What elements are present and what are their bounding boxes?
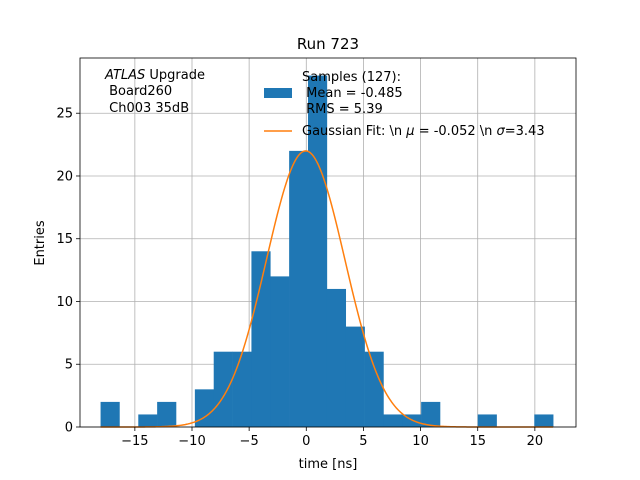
histogram-bar: [194, 389, 215, 427]
legend-fit-mu: μ: [405, 124, 414, 139]
y-tick-label: 15: [56, 232, 73, 247]
x-tick-label: 0: [302, 434, 310, 449]
x-tick-label: −5: [240, 434, 259, 449]
x-axis-label: time [ns]: [299, 457, 358, 472]
histogram-bar: [534, 414, 554, 427]
legend-fit-prefix: Gaussian Fit: \n: [302, 124, 406, 139]
histogram-bar: [345, 326, 365, 427]
y-axis-label: Entries: [33, 220, 48, 266]
chart-title: Run 723: [297, 35, 359, 53]
histogram-bar: [308, 75, 328, 428]
histogram-bar: [383, 414, 403, 427]
legend-fit-mid: = -0.052 \n: [415, 124, 497, 139]
legend-fit-sigma: σ: [497, 124, 506, 139]
atlas-label: ATLAS: [104, 68, 145, 83]
histogram-bar: [326, 288, 347, 427]
legend-fit-suffix: =3.43: [505, 124, 545, 139]
legend: Samples (127): Mean = -0.485 RMS = 5.39 …: [264, 70, 545, 139]
histogram-bar: [477, 414, 497, 427]
axis-ticks: −15 −10 −5 0 5 10 15 20 0 5 10 15 20 25: [56, 107, 543, 449]
legend-histogram-swatch: [264, 88, 292, 98]
histogram-bar: [100, 401, 120, 427]
annotation-line-2: Board260: [105, 84, 172, 99]
y-tick-label: 0: [65, 421, 73, 436]
y-tick-label: 25: [56, 107, 73, 122]
histogram-bar: [270, 276, 290, 427]
upgrade-label: Upgrade: [145, 68, 205, 83]
histogram-bar: [157, 401, 177, 427]
experiment-annotation: ATLAS Upgrade Board260 Ch003 35dB: [104, 68, 205, 116]
histogram-bar: [138, 414, 158, 427]
y-tick-label: 10: [56, 295, 73, 310]
histogram-bar: [421, 401, 441, 427]
histogram-bar: [364, 351, 384, 427]
axes-frame: [79, 57, 577, 428]
histogram-bars: [100, 75, 554, 428]
histogram-bar: [232, 351, 252, 427]
legend-mean-label: Mean = -0.485: [302, 86, 403, 101]
histogram-bar: [213, 351, 233, 427]
legend-fit-label: Gaussian Fit: \n μ = -0.052 \n σ=3.43: [302, 124, 545, 139]
x-tick-label: 10: [412, 434, 429, 449]
x-tick-label: −15: [121, 434, 148, 449]
histogram-bar: [289, 150, 309, 427]
legend-samples-label: Samples (127):: [302, 70, 401, 85]
annotation-line-1: ATLAS Upgrade: [104, 68, 205, 83]
y-tick-label: 5: [65, 358, 73, 373]
legend-rms-label: RMS = 5.39: [302, 102, 383, 117]
x-tick-label: −10: [178, 434, 205, 449]
x-tick-label: 15: [469, 434, 486, 449]
histogram-bar: [251, 251, 271, 427]
y-tick-label: 20: [56, 169, 73, 184]
annotation-line-3: Ch003 35dB: [105, 101, 189, 116]
x-tick-label: 20: [527, 434, 544, 449]
x-tick-label: 5: [359, 434, 367, 449]
